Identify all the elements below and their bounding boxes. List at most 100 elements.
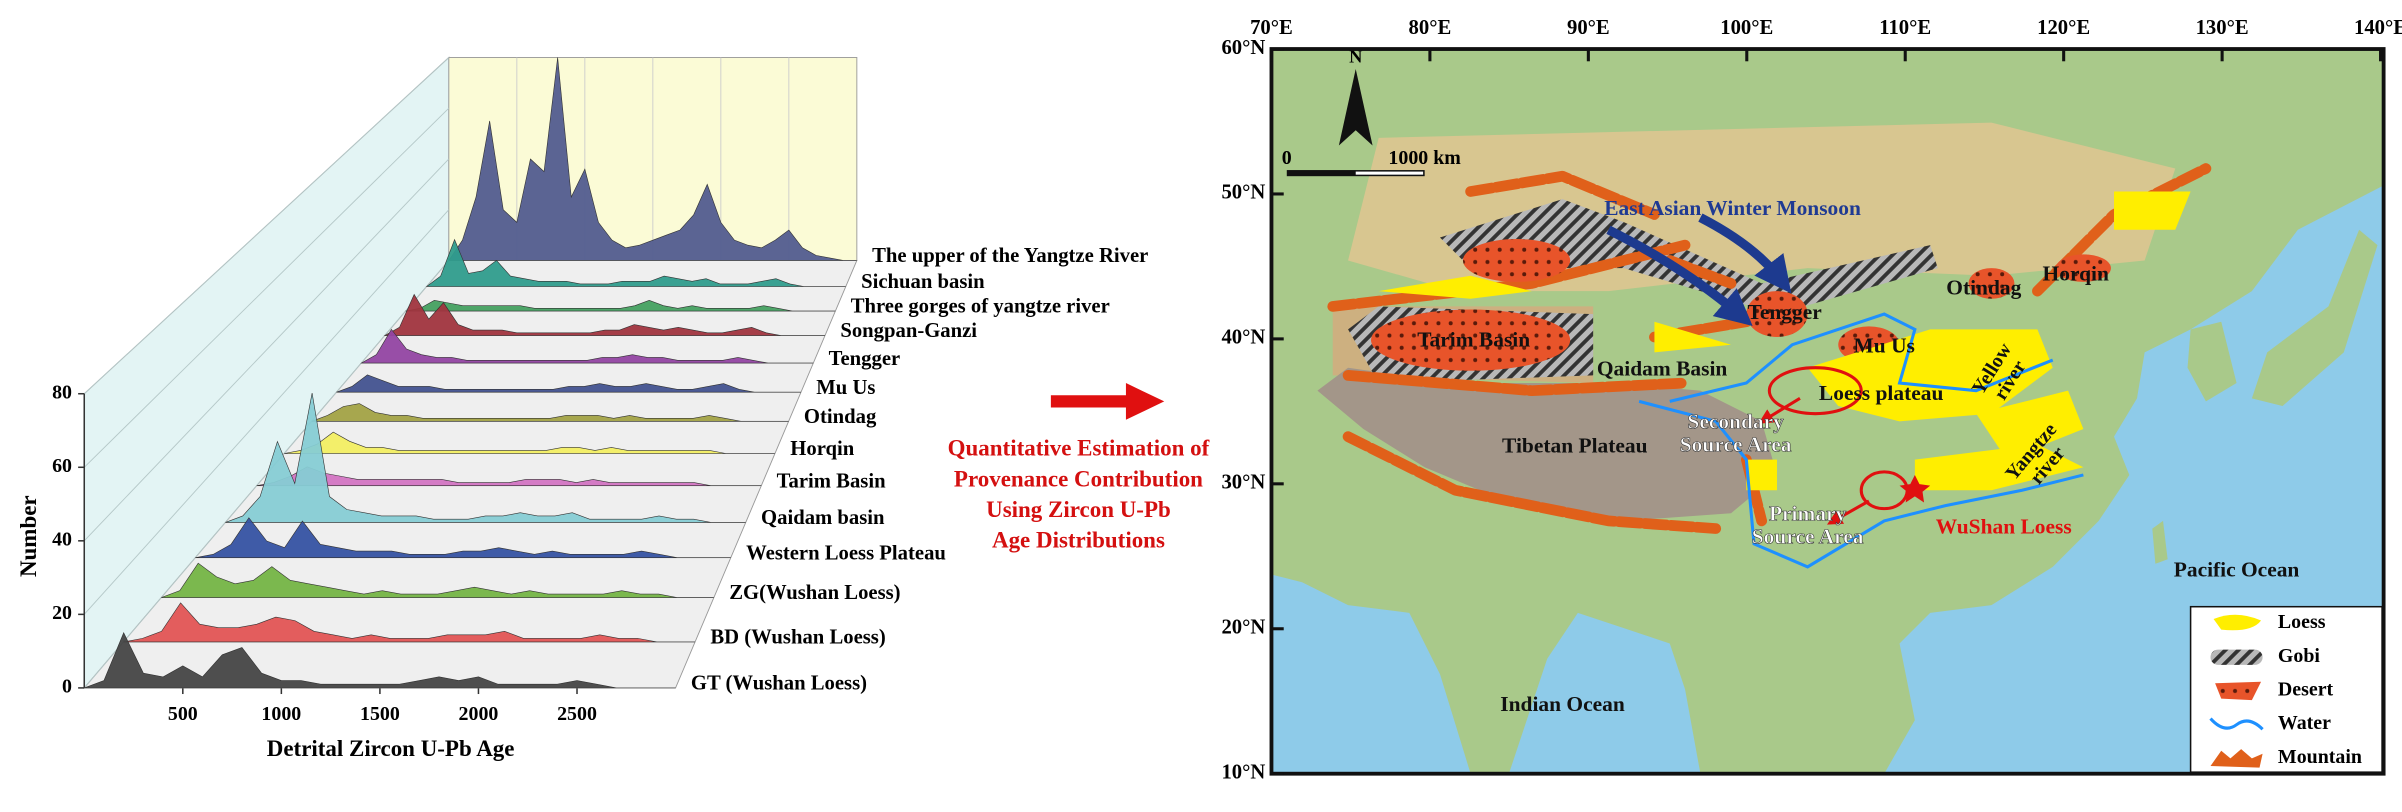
legend-label: Mountain xyxy=(2278,746,2362,768)
lat-tick-label: 10°N xyxy=(1221,761,1265,783)
map-label: Tengger xyxy=(1748,300,1823,324)
grid-line xyxy=(83,57,450,395)
x-tick-label: 2000 xyxy=(459,703,499,725)
map-frame xyxy=(1269,47,2386,776)
loess xyxy=(1654,321,1732,353)
legend-label: Water xyxy=(2278,712,2331,734)
series-label: Qaidam basin xyxy=(761,507,885,529)
map-label: Qaidam Basin xyxy=(1597,357,1728,381)
desert xyxy=(1968,268,2015,299)
ridge-area xyxy=(195,517,731,558)
lon-tick-label: 100°E xyxy=(1720,17,1773,39)
x-axis-label: Detrital Zircon U-Pb Age xyxy=(267,736,515,761)
series-label: Tengger xyxy=(829,348,901,370)
korea xyxy=(2187,321,2237,402)
red-arrow xyxy=(1758,397,1801,424)
legend-label: Gobi xyxy=(2278,645,2321,667)
red-arrow xyxy=(1827,499,1870,525)
grid-line xyxy=(83,260,450,689)
lon-tick-label: 110°E xyxy=(1879,17,1931,39)
ridge-area xyxy=(336,374,801,393)
loess xyxy=(1914,444,2084,491)
river xyxy=(1638,399,2084,569)
series-label: The upper of the Yangtze River xyxy=(872,245,1148,267)
grid-line xyxy=(83,209,450,615)
x-tick-label: 2500 xyxy=(557,703,597,725)
ridge-area xyxy=(311,403,789,422)
series-label: Tarim Basin xyxy=(777,470,886,492)
north-label: N xyxy=(1349,46,1363,66)
series-label: GT (Wushan Loess) xyxy=(691,673,867,695)
taiwan xyxy=(2152,520,2168,564)
japan xyxy=(2251,229,2378,406)
lat-tick-label: 30°N xyxy=(1221,472,1265,494)
monsoon-arrow xyxy=(1698,213,1792,294)
map-label: Source Area xyxy=(1752,524,1864,548)
loess xyxy=(1976,390,2084,460)
legend-icon xyxy=(2209,717,2264,731)
legend-label: Loess xyxy=(2278,611,2326,633)
y-tick-label: 80 xyxy=(52,381,72,403)
source-ring xyxy=(1767,366,1863,416)
legend-icon xyxy=(2215,681,2262,701)
monsoon-arrow xyxy=(1606,225,1753,327)
ridge-area xyxy=(360,328,814,364)
mountain xyxy=(1327,239,1691,312)
desert xyxy=(1462,239,1571,282)
lon-tick-label: 130°E xyxy=(2196,17,2249,39)
y-tick-label: 0 xyxy=(62,675,72,697)
x-tick-label: 1500 xyxy=(360,703,400,725)
ridge-area xyxy=(448,57,857,261)
map-label: Primary xyxy=(1769,501,1847,525)
map-label: Source Area xyxy=(1680,433,1792,457)
ridge-area xyxy=(123,602,696,643)
series-label: BD (Wushan Loess) xyxy=(710,627,885,649)
grid-line xyxy=(83,107,450,468)
map-label: Pacific Ocean xyxy=(2174,557,2300,581)
lat-tick-label: 50°N xyxy=(1221,182,1265,204)
map-label: Tibetan Plateau xyxy=(1502,433,1648,457)
north-arrow xyxy=(1338,68,1373,146)
arrow-text: Using Zircon U-Pb xyxy=(986,497,1171,522)
lon-tick-label: 120°E xyxy=(2037,17,2090,39)
desert xyxy=(1746,291,1808,338)
lat-tick-label: 40°N xyxy=(1221,327,1265,349)
map-label: Horqin xyxy=(2043,262,2109,286)
ridge-area xyxy=(284,431,775,454)
ridge-area xyxy=(161,562,714,598)
arrow-text: Provenance Contribution xyxy=(954,466,1203,491)
y-tick-label: 20 xyxy=(52,602,72,624)
big-arrow xyxy=(1050,383,1165,420)
mountain xyxy=(1465,170,1660,220)
series-label: ZG(Wushan Loess) xyxy=(729,582,900,604)
lon-tick-label: 70°E xyxy=(1250,17,1293,39)
series-label: Mu Us xyxy=(816,377,875,399)
y-tick-label: 40 xyxy=(52,528,72,550)
lon-tick-label: 80°E xyxy=(1409,17,1452,39)
map-body: N 0 1000 km East Asian Winter Monsoon Tengge… xyxy=(1271,46,2384,774)
ridge-area xyxy=(425,238,846,287)
map-label: Otindag xyxy=(1946,275,2021,299)
mountain xyxy=(1664,255,1737,289)
lon-tick-label: 90°E xyxy=(1567,17,1610,39)
series-label: Otindag xyxy=(804,406,877,428)
loess xyxy=(1807,329,2053,422)
river xyxy=(1669,312,2054,403)
series-label: Three gorges of yangtze river xyxy=(851,296,1110,318)
ridge-area xyxy=(225,392,746,523)
scale-label: 0 xyxy=(1282,147,1292,169)
series-label: Western Loess Plateau xyxy=(746,542,946,564)
desert xyxy=(2055,254,2111,282)
ridge-area xyxy=(405,299,836,312)
desert xyxy=(1371,309,1571,371)
y-tick-label: 60 xyxy=(52,455,72,477)
map-label: East Asian Winter Monsoon xyxy=(1604,196,1861,220)
map-label: Mu Us xyxy=(1854,334,1915,358)
x-tick-label: 500 xyxy=(168,703,198,725)
ridge-area xyxy=(84,631,676,689)
series-label: Sichuan basin xyxy=(861,271,985,293)
arrow-text: Age Distributions xyxy=(992,528,1165,553)
ridge-area xyxy=(383,293,826,336)
